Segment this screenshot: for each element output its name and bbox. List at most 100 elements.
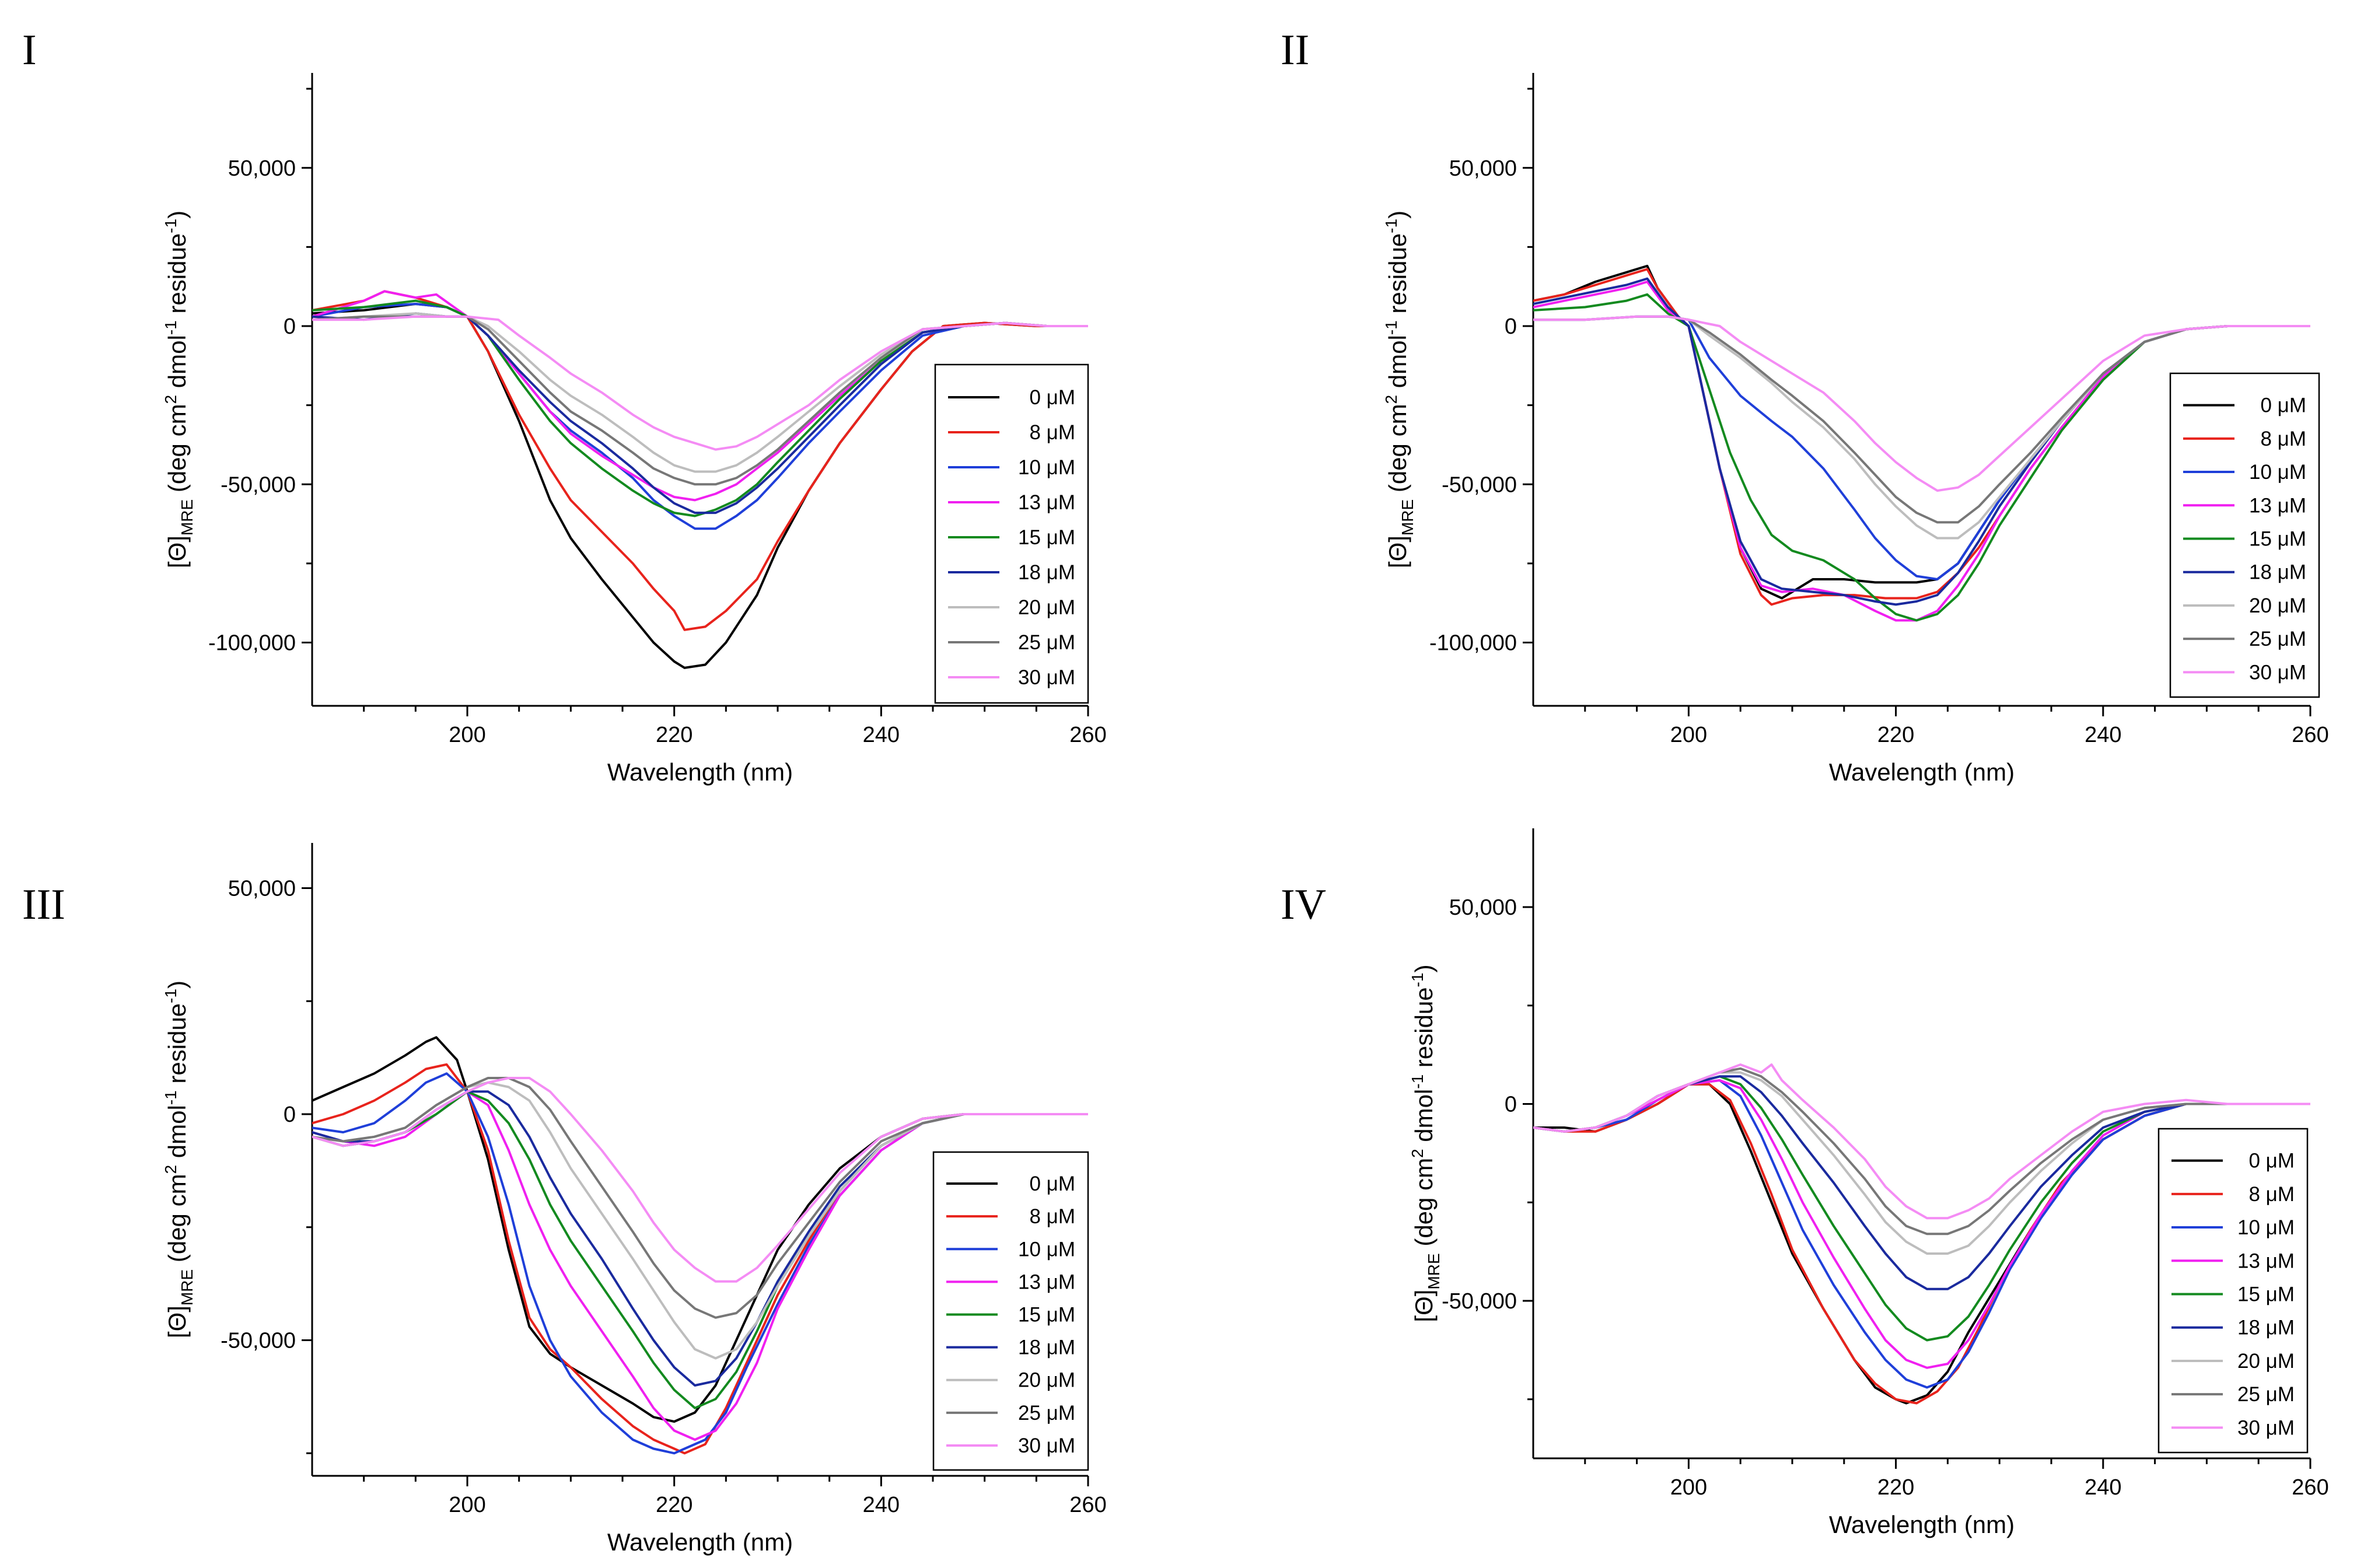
- y-tick-label: 50,000: [228, 156, 296, 181]
- legend-label: 25 μM: [1018, 1402, 1075, 1424]
- y-axis-title-part: ): [1410, 964, 1438, 972]
- x-tick-label: 200: [1670, 1475, 1707, 1500]
- panel-label: II: [1281, 26, 1309, 74]
- y-axis-title: [Θ]MRE (deg cm2 dmol-1 residue-1): [1382, 211, 1417, 568]
- y-axis-title-part: MRE: [178, 499, 196, 536]
- y-axis-title-part: residue: [1410, 987, 1438, 1074]
- legend-label: 10 μM: [2249, 461, 2306, 484]
- legend-label: 0 μM: [1029, 386, 1075, 409]
- y-axis-title-part: residue: [163, 233, 191, 320]
- x-tick-label: 260: [1069, 1493, 1106, 1517]
- y-tick-label: 0: [284, 314, 296, 339]
- legend-label: 13 μM: [1018, 1270, 1075, 1293]
- legend-label: 10 μM: [2237, 1216, 2295, 1239]
- y-axis-title-part: (deg cm: [1384, 404, 1411, 499]
- legend-label: 18 μM: [2249, 561, 2306, 584]
- series-line-15-μM: [1533, 293, 2310, 622]
- legend-label: 8 μM: [2260, 428, 2306, 450]
- x-tick-label: 200: [1670, 723, 1707, 747]
- series-group: [1533, 1063, 2310, 1405]
- series-line-30-μM: [1533, 1063, 2310, 1220]
- y-axis-title-part: [Θ]: [1410, 1290, 1438, 1322]
- y-axis-title-part: dmol: [1384, 335, 1411, 395]
- y-axis-title-part: dmol: [1410, 1089, 1438, 1149]
- x-axis-title: Wavelength (nm): [607, 758, 793, 786]
- x-tick-label: 220: [1877, 723, 1914, 747]
- series-group: [312, 1036, 1088, 1455]
- legend-label: 20 μM: [2249, 594, 2306, 617]
- y-axis-title-part: -1: [162, 1090, 180, 1105]
- x-axis-title: Wavelength (nm): [607, 1528, 793, 1556]
- series-group: [312, 290, 1088, 669]
- y-tick-label: -50,000: [1442, 1289, 1517, 1314]
- legend-label: 13 μM: [1018, 491, 1075, 514]
- legend-label: 10 μM: [1018, 1238, 1075, 1261]
- legend-label: 13 μM: [2249, 494, 2306, 517]
- legend: 0 μM 8 μM 10 μM 13 μM 15 μM 18 μM 20 μM 25 μM 30…: [2157, 1128, 2309, 1454]
- y-tick-label: 50,000: [1449, 156, 1517, 181]
- panel-4: IV 200 220 240 260 50,000 0 -50,000 Wavelength (…: [1281, 828, 2329, 1538]
- y-axis-title-part: 2: [162, 395, 180, 404]
- y-axis-title-part: -1: [1408, 1074, 1426, 1089]
- legend-box: [2157, 1128, 2309, 1454]
- y-axis-title: [Θ]MRE (deg cm2 dmol-1 residue-1): [1408, 964, 1443, 1322]
- x-tick-label: 260: [2292, 1475, 2328, 1500]
- legend-label: 15 μM: [2249, 528, 2306, 551]
- x-tick-label: 240: [863, 723, 900, 747]
- legend-label: 15 μM: [1018, 526, 1075, 549]
- legend-label: 30 μM: [1018, 1434, 1075, 1457]
- panel-label: I: [22, 26, 37, 74]
- legend-label: 0 μM: [1029, 1172, 1075, 1195]
- y-tick-label: 0: [1505, 1093, 1517, 1117]
- y-axis-title-part: 2: [1382, 395, 1400, 404]
- x-tick-label: 240: [2085, 1475, 2121, 1500]
- legend: 0 μM 8 μM 10 μM 13 μM 15 μM 18 μM 20 μM 25 μM 30…: [2169, 372, 2320, 698]
- legend-label: 8 μM: [2248, 1183, 2295, 1206]
- legend-label: 15 μM: [2237, 1283, 2295, 1306]
- legend-box: [932, 1151, 1089, 1471]
- y-tick-label: 50,000: [1449, 895, 1517, 920]
- y-axis-title-part: (deg cm: [163, 1174, 191, 1269]
- y-axis-title-part: -1: [1382, 320, 1400, 335]
- legend-label: 18 μM: [1018, 561, 1075, 584]
- legend-label: 13 μM: [2237, 1250, 2295, 1272]
- y-tick-label: -100,000: [208, 631, 296, 656]
- y-axis-title-part: ): [163, 211, 191, 219]
- y-tick-label: -100,000: [1429, 631, 1517, 656]
- y-tick-label: 0: [284, 1102, 296, 1127]
- y-tick-label: -50,000: [221, 473, 296, 497]
- y-axis-title-part: residue: [1384, 233, 1411, 320]
- y-axis-title-part: dmol: [163, 335, 191, 395]
- y-axis-title-part: [Θ]: [1384, 536, 1411, 568]
- y-axis-title-part: MRE: [178, 1269, 196, 1306]
- series-line-30-μM: [1533, 315, 2310, 492]
- x-tick-label: 200: [449, 1493, 485, 1517]
- y-axis-title-part: MRE: [1398, 499, 1417, 536]
- y-axis-title-part: (deg cm: [1410, 1158, 1438, 1253]
- legend-label: 20 μM: [1018, 1369, 1075, 1392]
- legend-label: 8 μM: [1029, 421, 1075, 444]
- x-axis-title: Wavelength (nm): [1829, 758, 2015, 786]
- legend: 0 μM 8 μM 10 μM 13 μM 15 μM 18 μM 20 μM 25 μM 30…: [932, 1151, 1089, 1471]
- x-tick-label: 220: [656, 1493, 693, 1517]
- y-axis-title-part: -1: [1382, 219, 1400, 233]
- legend-label: 20 μM: [2237, 1350, 2295, 1373]
- legend-label: 30 μM: [1018, 666, 1075, 689]
- x-tick-label: 200: [449, 723, 485, 747]
- y-axis-title-part: -1: [162, 989, 180, 1003]
- y-axis-title-part: residue: [163, 1003, 191, 1090]
- y-axis-title-part: 2: [1408, 1149, 1426, 1158]
- legend-label: 18 μM: [2237, 1317, 2295, 1339]
- y-axis-title-part: [Θ]: [163, 536, 191, 568]
- legend-label: 10 μM: [1018, 456, 1075, 479]
- legend-label: 30 μM: [2237, 1416, 2295, 1439]
- legend-box: [2169, 372, 2320, 698]
- y-axis-title-part: ): [163, 981, 191, 989]
- panel-3: III 200 220 240 260 50,000 0 -50,000 Wavelength …: [22, 843, 1107, 1556]
- y-tick-label: -50,000: [221, 1329, 296, 1353]
- series-line-25-μM: [1533, 315, 2310, 524]
- y-axis-title-part: (deg cm: [163, 404, 191, 499]
- y-axis-title-part: ): [1384, 211, 1411, 219]
- series-line-13-μM: [1533, 281, 2310, 622]
